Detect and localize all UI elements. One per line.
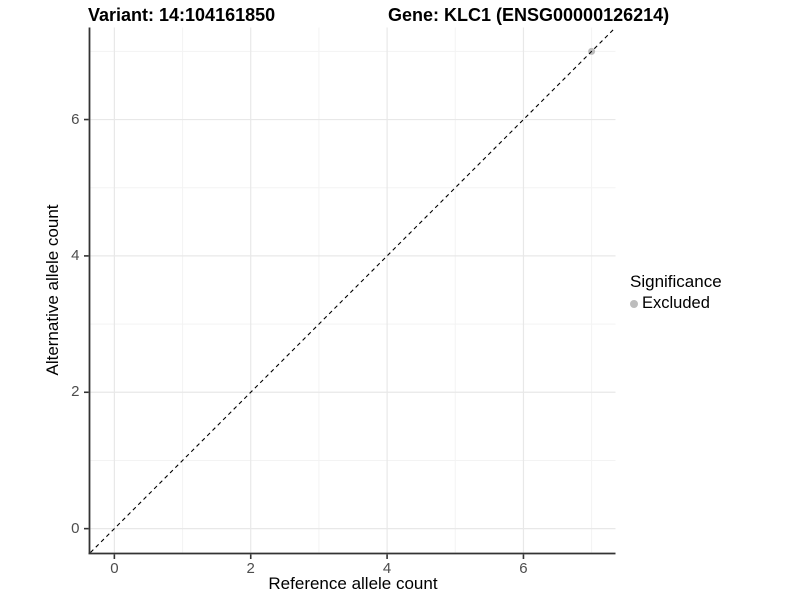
y-axis-title: Alternative allele count	[43, 204, 62, 376]
y-tick-label-2: 2	[71, 383, 80, 401]
gene-title: Gene: KLC1 (ENSG00000126214)	[388, 5, 670, 25]
identity-dashed-line	[90, 27, 616, 553]
y-tick-label-0: 0	[71, 519, 80, 537]
legend: Significance Excluded	[630, 272, 722, 313]
x-tick-label-6: 6	[519, 559, 528, 577]
y-tick-label-4: 4	[71, 246, 80, 264]
x-tick-label-2: 2	[246, 559, 255, 577]
y-tick-label-6: 6	[71, 110, 80, 128]
legend-title: Significance	[630, 272, 722, 291]
x-tick-label-4: 4	[382, 559, 392, 577]
x-tick-label-0: 0	[110, 559, 119, 577]
variant-title: Variant: 14:104161850	[88, 5, 276, 25]
legend-item-excluded: Excluded	[630, 294, 722, 313]
legend-item-label: Excluded	[642, 294, 710, 312]
excluded-point-icon	[630, 299, 638, 308]
x-axis-title: Reference allele count	[268, 574, 438, 593]
